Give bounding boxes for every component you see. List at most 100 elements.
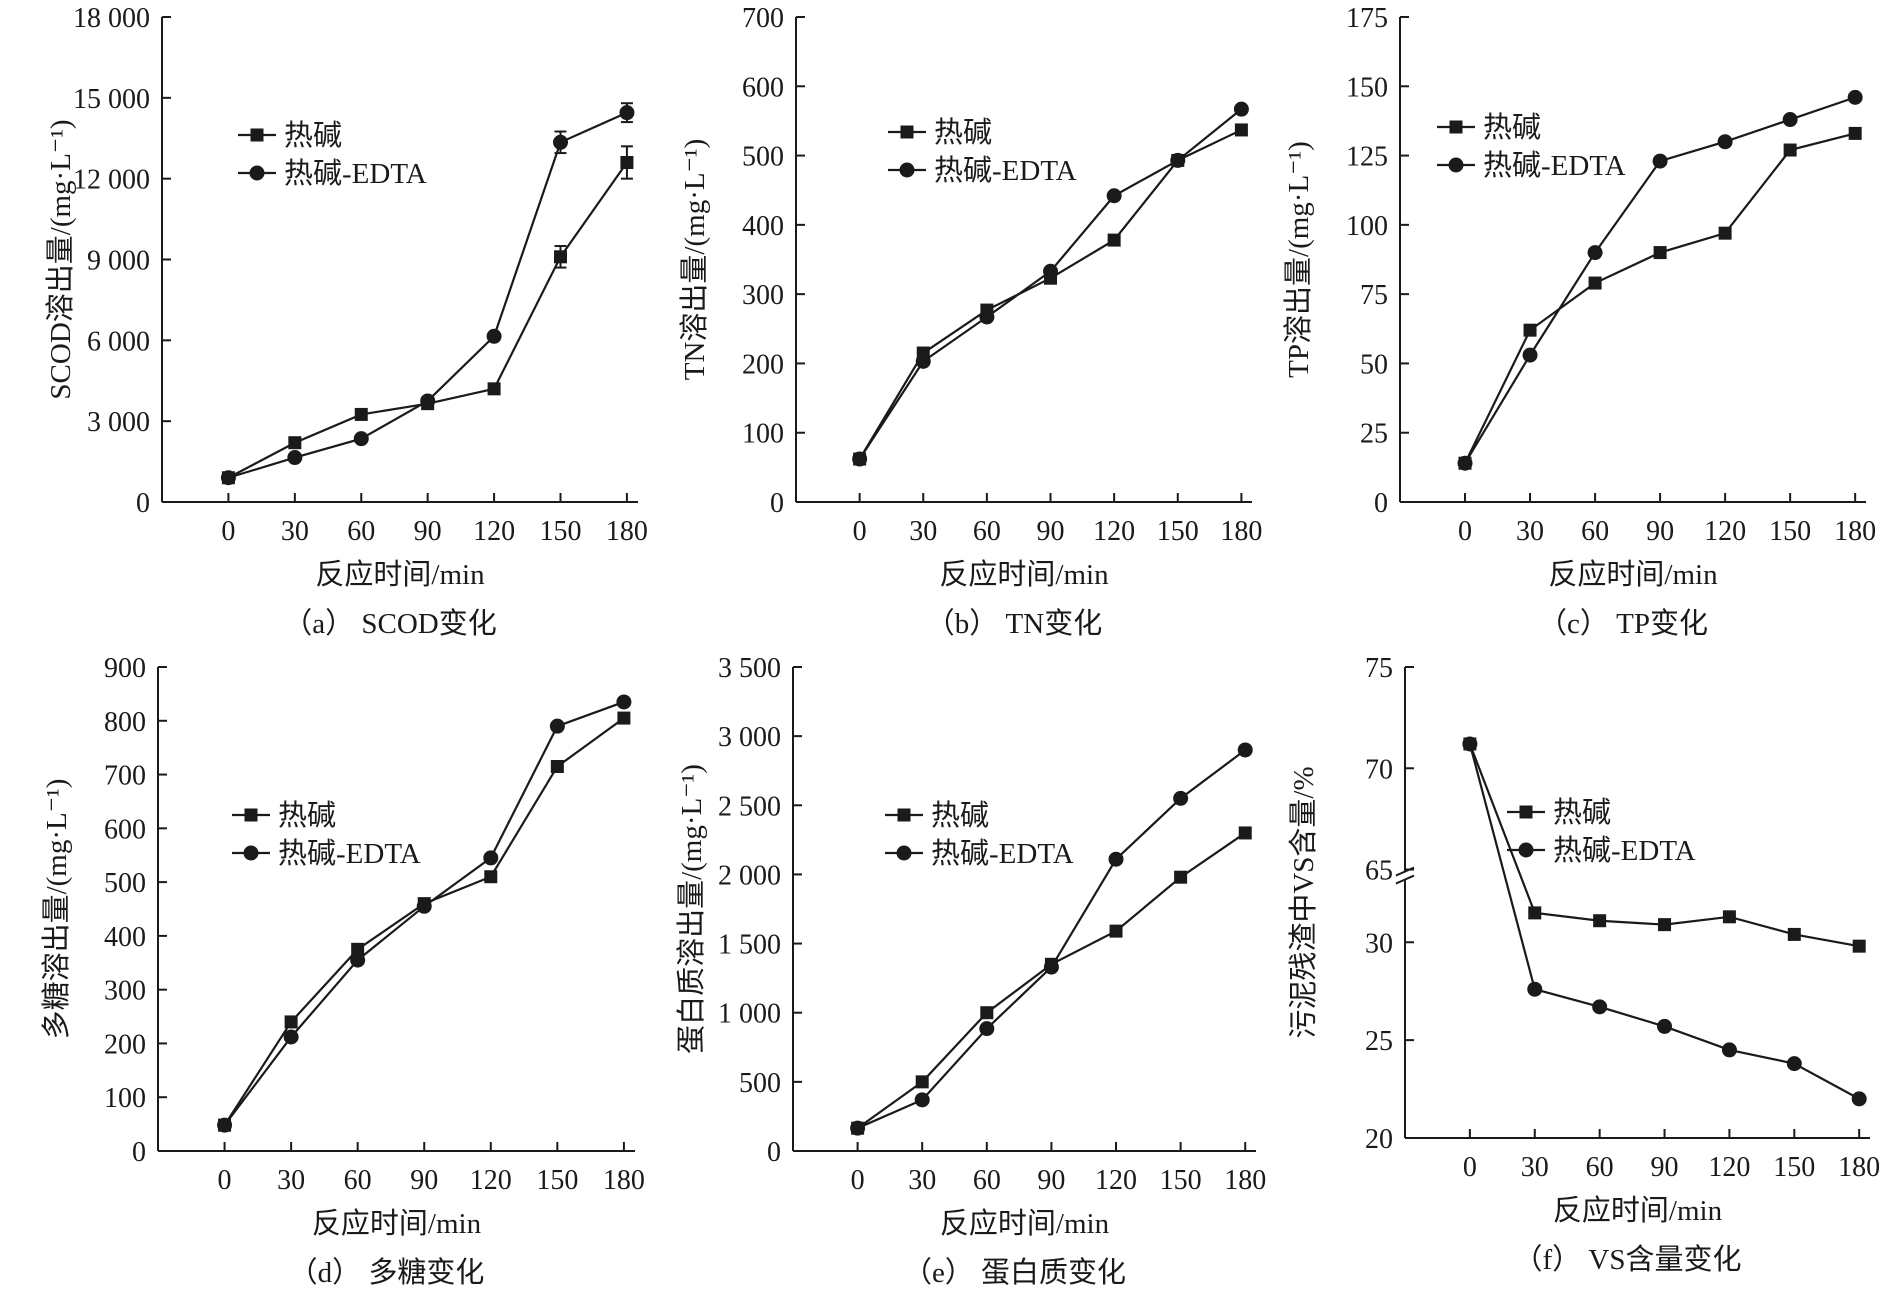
y-tick-label: 0	[1374, 488, 1388, 519]
data-point-square	[351, 942, 365, 956]
data-point-circle	[1721, 1042, 1737, 1058]
x-tick-label: 120	[1095, 1165, 1137, 1196]
legend-label: 热碱	[934, 116, 992, 149]
x-tick-label: 120	[1704, 516, 1746, 547]
panel-caption: （b） TN变化	[926, 607, 1102, 640]
data-point-circle	[486, 328, 502, 344]
y-tick-label: 125	[1346, 142, 1388, 173]
y-tick-label: 20	[1365, 1124, 1393, 1155]
panel-caption: （a） SCOD变化	[283, 607, 496, 640]
x-tick-label: 150	[1773, 1152, 1815, 1183]
y-tick-label: 100	[742, 419, 784, 450]
data-point-square	[484, 870, 498, 884]
x-tick-label: 60	[344, 1165, 372, 1196]
y-tick-label: 700	[742, 3, 784, 34]
y-tick-label: 600	[742, 72, 784, 103]
legend-marker-circle	[1518, 842, 1534, 858]
legend-label: 热碱	[1483, 111, 1541, 144]
y-axis-title: SCOD溶出量/(mg·L⁻¹)	[44, 119, 77, 399]
data-point-circle	[850, 1120, 866, 1136]
x-tick-label: 0	[221, 516, 235, 547]
legend-marker-circle	[896, 845, 912, 861]
data-point-circle	[220, 470, 236, 486]
chart-b: 0 100 200 300 400 500 600 700 0 30 60 90 120 150 180 反应…	[678, 3, 1262, 640]
x-tick-label: 90	[1037, 1165, 1065, 1196]
data-point-circle	[1043, 263, 1059, 279]
data-point-square	[980, 1006, 994, 1020]
y-tick-label: 30	[1365, 928, 1393, 959]
y-tick-label: 3 000	[718, 722, 781, 753]
data-point-square	[1588, 276, 1602, 290]
y-axis-title: TN溶出量/(mg·L⁻¹)	[678, 139, 711, 380]
x-axis-title: 反应时间/min	[939, 558, 1109, 591]
x-tick-label: 180	[606, 516, 648, 547]
data-point-square	[554, 250, 568, 264]
x-tick-label: 60	[1586, 1152, 1614, 1183]
y-tick-label: 70	[1365, 754, 1393, 785]
legend-label: 热碱	[1553, 796, 1611, 829]
y-tick-label: 25	[1360, 419, 1388, 450]
x-tick-label: 30	[1521, 1152, 1549, 1183]
data-point-circle	[852, 451, 868, 467]
legend-marker-circle	[243, 845, 259, 861]
x-tick-label: 60	[973, 1165, 1001, 1196]
legend-marker-circle	[249, 165, 265, 181]
y-axis-title: TP溶出量/(mg·L⁻¹)	[1282, 141, 1315, 378]
panel-caption: （f） VS含量变化	[1514, 1243, 1742, 1276]
legend-marker-square	[244, 808, 258, 822]
x-tick-label: 0	[853, 516, 867, 547]
data-point-circle	[483, 850, 499, 866]
legend-label: 热碱	[284, 119, 342, 152]
x-tick-label: 30	[909, 516, 937, 547]
legend-label: 热碱-EDTA	[1553, 834, 1696, 867]
y-tick-label: 175	[1346, 3, 1388, 34]
legend-marker-square	[897, 808, 911, 822]
y-tick-label: 1 000	[718, 999, 781, 1030]
x-tick-label: 30	[277, 1165, 305, 1196]
data-point-circle	[1782, 112, 1798, 128]
x-axis-title: 反应时间/min	[315, 558, 485, 591]
y-tick-label: 6 000	[87, 326, 150, 357]
y-tick-label: 400	[104, 922, 146, 953]
data-point-circle	[283, 1029, 299, 1045]
data-point-square	[617, 711, 631, 725]
x-tick-label: 120	[1093, 516, 1135, 547]
y-tick-label: 0	[767, 1137, 781, 1168]
legend-label: 热碱-EDTA	[931, 837, 1074, 870]
data-point-circle	[549, 718, 565, 734]
y-axis-title: 多糖溶出量/(mg·L⁻¹)	[40, 779, 73, 1040]
data-point-square	[1848, 126, 1862, 140]
y-tick-label: 200	[104, 1029, 146, 1060]
x-tick-label: 90	[1651, 1152, 1679, 1183]
x-tick-label: 30	[281, 516, 309, 547]
data-point-square	[1238, 826, 1252, 840]
legend-label: 热碱-EDTA	[934, 154, 1077, 187]
y-tick-label: 2 500	[718, 791, 781, 822]
data-point-square	[1234, 123, 1248, 137]
data-point-circle	[914, 1092, 930, 1108]
data-point-square	[288, 436, 302, 450]
y-tick-label: 800	[104, 707, 146, 738]
data-point-circle	[915, 353, 931, 369]
data-point-circle	[1233, 101, 1249, 117]
y-tick-label: 0	[770, 488, 784, 519]
data-point-square	[1528, 906, 1542, 920]
legend-marker-square	[250, 128, 264, 142]
data-point-square	[620, 156, 634, 169]
x-axis-title: 反应时间/min	[312, 1207, 482, 1240]
x-tick-label: 60	[1581, 516, 1609, 547]
data-point-circle	[1108, 851, 1124, 867]
data-point-circle	[553, 134, 569, 150]
data-point-square	[550, 759, 564, 773]
data-point-square	[1107, 233, 1121, 247]
data-point-square	[1653, 246, 1667, 260]
data-point-square	[1523, 323, 1537, 337]
legend-label: 热碱-EDTA	[1483, 149, 1626, 182]
data-point-circle	[353, 431, 369, 447]
data-point-square	[1783, 143, 1797, 157]
y-tick-label: 500	[104, 868, 146, 899]
data-point-circle	[1527, 981, 1543, 997]
y-tick-label: 0	[132, 1137, 146, 1168]
series-line-0	[1464, 132, 1856, 464]
x-tick-label: 60	[973, 516, 1001, 547]
